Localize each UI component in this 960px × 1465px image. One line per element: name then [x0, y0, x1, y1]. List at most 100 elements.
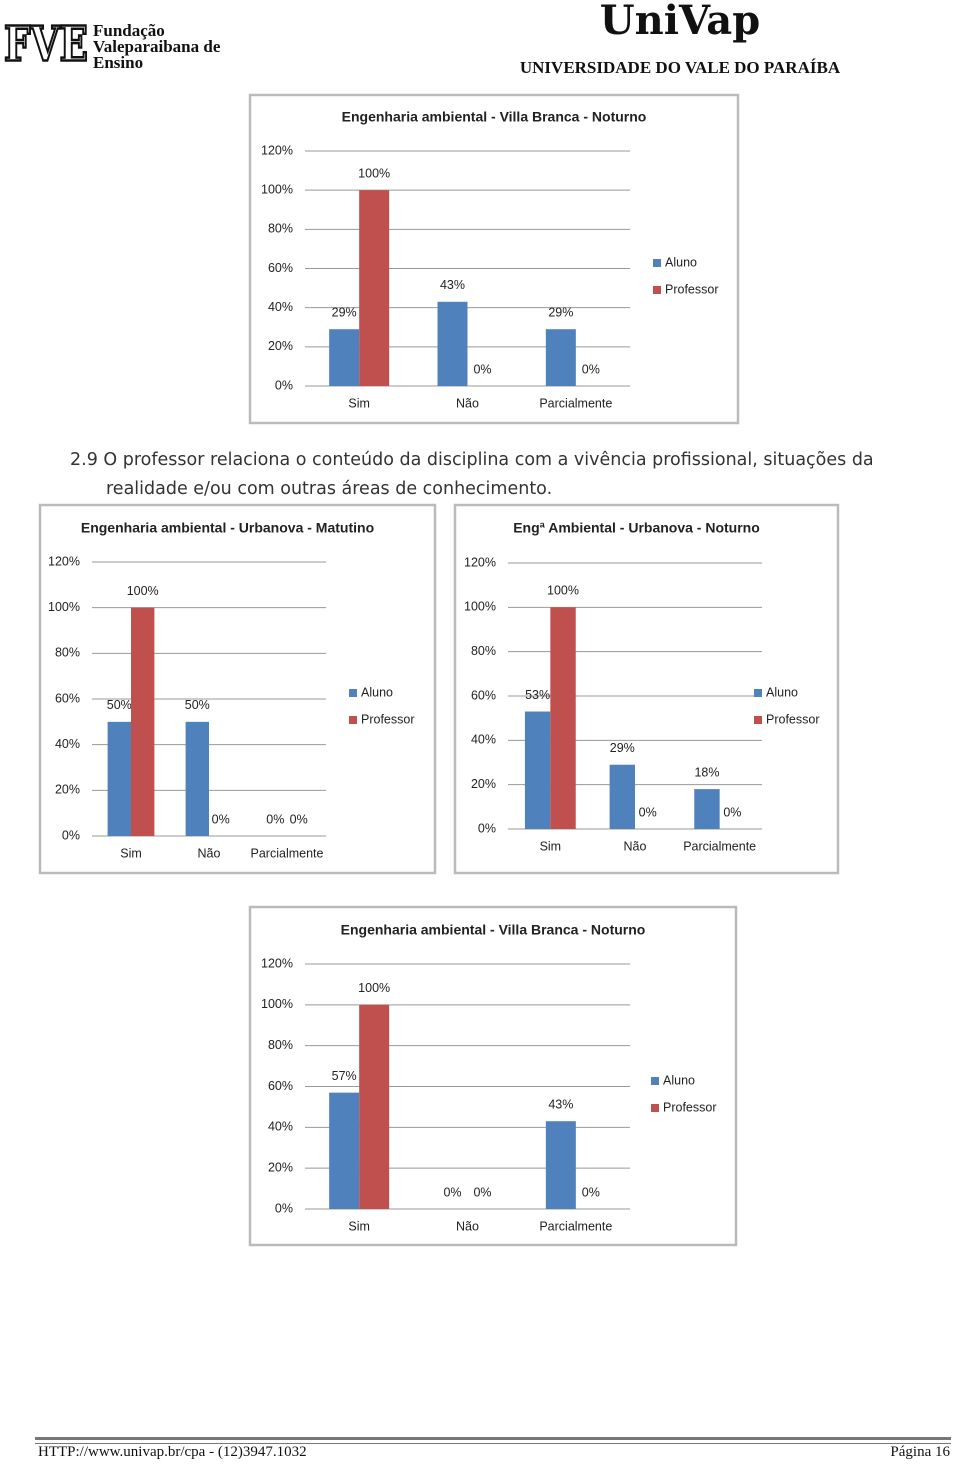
bar — [524, 711, 551, 829]
x-tick-label: Não — [456, 1219, 479, 1233]
legend-swatch — [651, 1104, 659, 1112]
value-label: 100% — [547, 584, 579, 598]
x-tick-label: Sim — [348, 1219, 370, 1233]
y-tick-label: 20% — [471, 777, 496, 791]
y-tick-label: 40% — [471, 733, 496, 747]
chart-title: Engenharia ambiental - Villa Branca - No… — [341, 922, 646, 938]
chart-title: Engenharia ambiental - Villa Branca - No… — [342, 109, 647, 125]
legend-swatch — [651, 1077, 659, 1085]
value-label: 57% — [332, 1069, 357, 1083]
value-label: 50% — [185, 698, 210, 712]
y-tick-label: 20% — [268, 1160, 293, 1174]
legend-swatch — [349, 716, 357, 724]
value-label: 0% — [266, 812, 284, 826]
y-tick-label: 100% — [464, 600, 496, 614]
y-tick-label: 40% — [268, 300, 293, 314]
bar — [185, 721, 209, 836]
chart: Engenharia ambiental - Urbanova - Matuti… — [38, 503, 437, 875]
legend-label: Professor — [663, 1100, 717, 1114]
charts: Engenharia ambiental - Villa Branca - No… — [38, 93, 840, 1247]
x-tick-label: Parcialmente — [539, 1219, 612, 1233]
y-tick-label: 120% — [48, 554, 80, 568]
value-label: 0% — [723, 805, 741, 819]
legend-label: Aluno — [766, 685, 798, 699]
legend-label: Aluno — [361, 685, 393, 699]
bar — [107, 721, 131, 836]
value-label: 18% — [694, 765, 719, 779]
y-tick-label: 120% — [261, 956, 293, 970]
x-tick-label: Sim — [540, 839, 562, 853]
x-tick-label: Sim — [120, 846, 142, 860]
legend-swatch — [653, 259, 661, 267]
chart-title: Engenharia ambiental - Urbanova - Matuti… — [81, 520, 374, 536]
value-label: 100% — [358, 166, 390, 180]
bar — [609, 764, 635, 829]
bar — [329, 329, 360, 386]
org-line: Ensino — [93, 53, 143, 72]
value-label: 100% — [358, 981, 390, 995]
y-tick-label: 80% — [55, 646, 80, 660]
y-tick-label: 60% — [471, 688, 496, 702]
y-tick-label: 80% — [471, 644, 496, 658]
bar — [131, 607, 155, 836]
y-tick-label: 0% — [62, 828, 80, 842]
chart: Engenharia ambiental - Villa Branca - No… — [248, 93, 740, 425]
y-tick-label: 100% — [261, 997, 293, 1011]
bar — [359, 190, 390, 386]
value-label: 0% — [443, 1185, 461, 1199]
y-tick-label: 120% — [261, 143, 293, 157]
bar — [359, 1004, 390, 1209]
chart-frame — [38, 503, 437, 875]
question-text: O professor relaciona o conteúdo da disc… — [103, 450, 874, 499]
legend-swatch — [349, 689, 357, 697]
x-tick-label: Sim — [348, 396, 370, 410]
value-label: 0% — [582, 1185, 600, 1199]
legend-label: Aluno — [665, 255, 697, 269]
y-tick-label: 80% — [268, 1038, 293, 1052]
y-tick-label: 0% — [275, 378, 293, 392]
value-label: 29% — [332, 306, 357, 320]
x-tick-label: Parcialmente — [539, 396, 612, 410]
value-label: 0% — [639, 805, 657, 819]
chart-frame — [453, 503, 840, 875]
y-tick-label: 80% — [268, 222, 293, 236]
x-tick-label: Não — [198, 846, 221, 860]
org-line: Valeparaibana de — [93, 37, 221, 56]
chart-frame — [248, 905, 738, 1247]
logo-fve: FVE — [4, 17, 88, 73]
value-label: 0% — [473, 362, 491, 376]
y-tick-label: 60% — [55, 691, 80, 705]
y-tick-label: 100% — [261, 182, 293, 196]
y-tick-label: 20% — [268, 339, 293, 353]
y-tick-label: 20% — [55, 783, 80, 797]
legend-swatch — [653, 286, 661, 294]
x-tick-label: Parcialmente — [683, 839, 756, 853]
value-label: 0% — [582, 362, 600, 376]
bar — [694, 789, 720, 829]
y-tick-label: 40% — [268, 1120, 293, 1134]
legend-label: Professor — [361, 712, 415, 726]
x-tick-label: Não — [624, 839, 647, 853]
y-tick-label: 0% — [275, 1201, 293, 1215]
value-label: 43% — [440, 278, 465, 292]
value-label: 0% — [212, 812, 230, 826]
bar — [545, 1121, 576, 1209]
footer-rule — [35, 1437, 951, 1444]
value-label: 0% — [290, 812, 308, 826]
chart: Engenharia ambiental - Villa Branca - No… — [248, 905, 738, 1247]
x-tick-label: Não — [456, 396, 479, 410]
bar — [437, 301, 468, 386]
legend-label: Professor — [665, 282, 719, 296]
legend-label: Aluno — [663, 1073, 695, 1087]
value-label: 50% — [107, 698, 132, 712]
org-line: Fundação — [93, 21, 165, 40]
question-number: 2.9 — [70, 450, 98, 470]
question: 2.9 O professor relaciona o conteúdo da … — [70, 446, 955, 504]
bar — [545, 329, 576, 386]
header: FVE Fundação Valeparaibana de Ensino Uni… — [3, 0, 841, 77]
chart-title: Engª Ambiental - Urbanova - Noturno — [513, 520, 760, 536]
footer-right: Página 16 — [890, 1444, 950, 1460]
y-tick-label: 60% — [268, 1079, 293, 1093]
legend-swatch — [754, 716, 762, 724]
